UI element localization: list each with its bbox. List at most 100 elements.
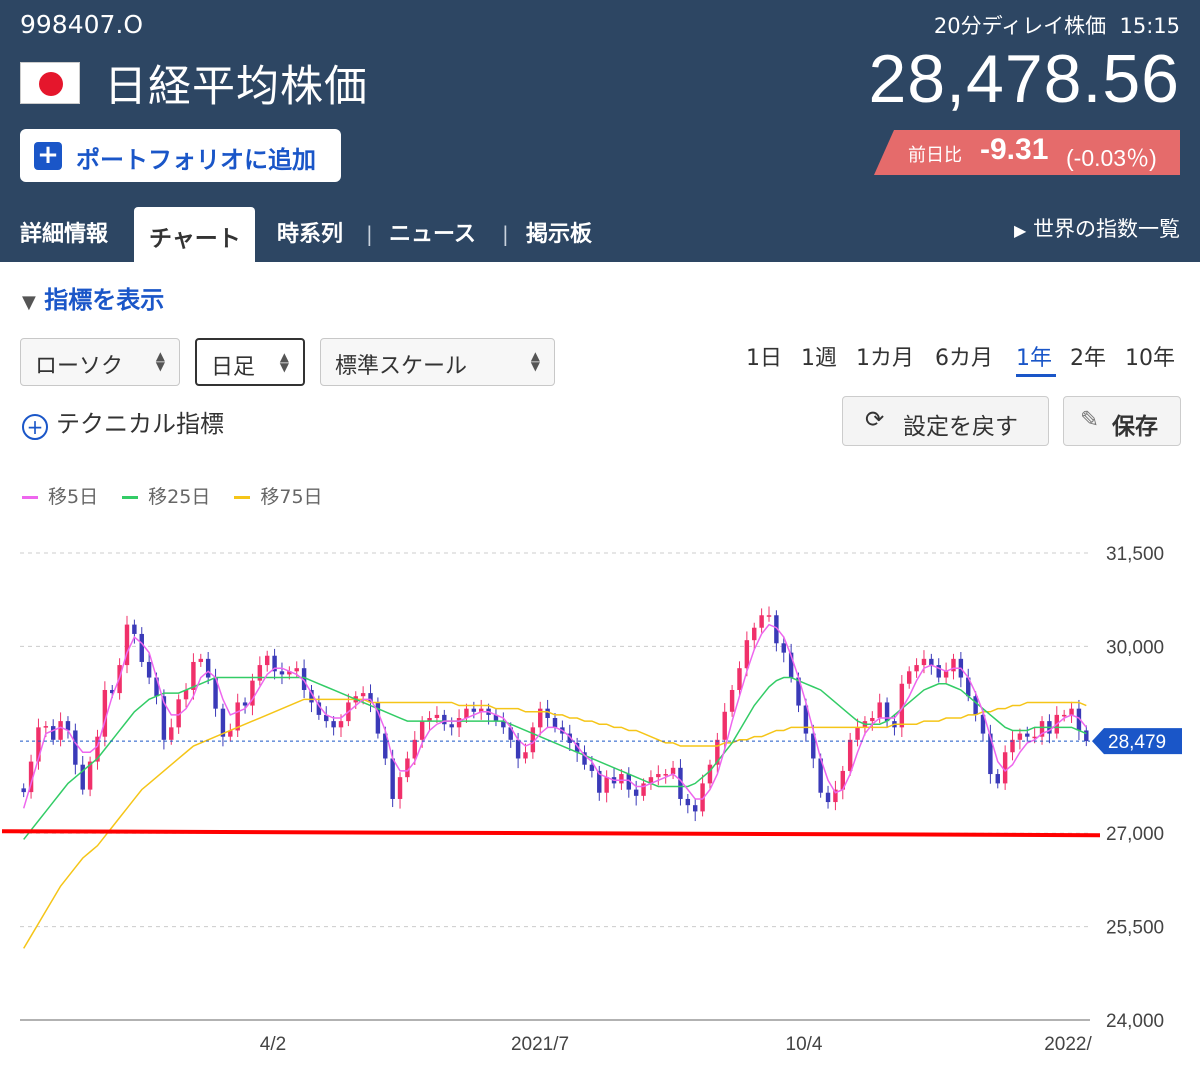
candle-body bbox=[324, 714, 329, 722]
delay-info: 20分ディレイ株価 15:15 bbox=[934, 10, 1180, 40]
price-chart[interactable]: 31,500 30,000 27,000 25,500 24,000 4/2 2021/7 1… bbox=[0, 520, 1200, 1065]
candle-body bbox=[478, 708, 484, 712]
candle-body bbox=[132, 624, 137, 634]
candle-body bbox=[523, 752, 528, 759]
candle-body bbox=[670, 767, 676, 775]
candle-body bbox=[656, 774, 661, 778]
candle-body bbox=[818, 758, 823, 793]
candle-body bbox=[973, 696, 978, 715]
triangle-right-icon: ▶ bbox=[1014, 221, 1027, 240]
candle-body bbox=[1076, 708, 1082, 731]
indicator-toggle[interactable]: ▼ 指標を表示 bbox=[22, 280, 164, 315]
candle-body bbox=[375, 702, 381, 734]
tab-news[interactable]: ニュース bbox=[389, 222, 476, 247]
y-tick-label: 27,000 bbox=[1106, 824, 1164, 845]
range-2y[interactable]: 2年 bbox=[1070, 346, 1106, 371]
range-1m[interactable]: 1カ月 bbox=[856, 346, 914, 371]
x-tick-label: 10/4 bbox=[786, 1034, 823, 1055]
candle-body bbox=[803, 705, 809, 734]
updown-icon: ▲ ▼ bbox=[155, 349, 165, 373]
range-1w[interactable]: 1週 bbox=[801, 346, 837, 371]
candle-body bbox=[471, 708, 477, 712]
y-tick-label: 25,500 bbox=[1106, 918, 1164, 939]
candle-body bbox=[633, 789, 639, 796]
reset-button[interactable]: ⟳ 設定を戻す bbox=[842, 396, 1049, 446]
change-value: -9.31 bbox=[980, 133, 1049, 166]
candle-body bbox=[1010, 739, 1015, 753]
ticker-code: 998407.O bbox=[20, 10, 144, 39]
candle-body bbox=[641, 783, 646, 796]
period-select[interactable]: 日足 ▲ ▼ bbox=[195, 338, 305, 386]
y-tick-label: 24,000 bbox=[1106, 1011, 1164, 1032]
scale-select[interactable]: 標準スケール ▲ ▼ bbox=[320, 338, 555, 386]
range-1d[interactable]: 1日 bbox=[746, 346, 782, 371]
candle-body bbox=[980, 714, 986, 734]
technical-indicator-button[interactable]: + テクニカル指標 bbox=[22, 404, 224, 440]
candle-body bbox=[995, 774, 1000, 784]
candle-body bbox=[235, 702, 240, 731]
candle-body bbox=[707, 764, 713, 784]
candle-body bbox=[412, 739, 418, 759]
candle-body bbox=[943, 671, 949, 678]
candle-body bbox=[220, 708, 226, 737]
candle-body bbox=[279, 671, 285, 675]
candle-body bbox=[619, 774, 624, 784]
tab-divider: | bbox=[502, 222, 509, 246]
triangle-down-icon: ▼ bbox=[22, 292, 36, 313]
tab-board[interactable]: 掲示板 bbox=[526, 222, 593, 247]
candle-body bbox=[781, 643, 786, 653]
candle-body bbox=[434, 714, 440, 719]
ma-legend: 移5日 移25日 移75日 bbox=[22, 482, 341, 509]
candle-body bbox=[840, 770, 846, 790]
candle-body bbox=[397, 777, 403, 799]
tab-details[interactable]: 詳細情報 bbox=[20, 222, 109, 247]
last-price-label: 28,479 bbox=[1108, 732, 1166, 753]
candle-body bbox=[722, 711, 727, 740]
tab-history[interactable]: 時系列 bbox=[277, 222, 344, 247]
plus-circle-icon: + bbox=[22, 414, 48, 440]
chart-type-value: ローソク bbox=[35, 354, 124, 379]
candle-body bbox=[198, 658, 204, 662]
x-tick-label: 2021/7 bbox=[511, 1034, 569, 1055]
paperclip-icon: ✎ bbox=[1080, 407, 1100, 433]
candle-body bbox=[855, 727, 860, 740]
candle-body bbox=[65, 721, 71, 731]
y-tick-label: 31,500 bbox=[1106, 544, 1164, 565]
world-index-link[interactable]: ▶ 世界の指数一覧 bbox=[1014, 213, 1180, 243]
candle-body bbox=[744, 640, 750, 669]
tab-chart[interactable]: チャート bbox=[134, 207, 255, 263]
candle-body bbox=[456, 718, 462, 728]
candle-body bbox=[729, 689, 735, 712]
candle-body bbox=[257, 665, 263, 681]
save-button[interactable]: ✎ 保存 bbox=[1063, 396, 1181, 446]
candle-body bbox=[929, 658, 934, 666]
tab-divider: | bbox=[366, 222, 373, 246]
candle-body bbox=[390, 758, 395, 799]
candle-body bbox=[604, 777, 609, 793]
range-1y[interactable]: 1年 bbox=[1016, 346, 1052, 371]
tab-chart-label: チャート bbox=[149, 226, 241, 252]
candle-body bbox=[936, 665, 941, 678]
updown-icon: ▲ ▼ bbox=[530, 349, 540, 373]
candle-body bbox=[759, 615, 764, 628]
ma75-line bbox=[23, 698, 1087, 949]
add-portfolio-button[interactable]: + ポートフォリオに追加 bbox=[20, 129, 341, 182]
ma5-line bbox=[22, 623, 1087, 809]
candle-body bbox=[294, 668, 299, 672]
candle-body bbox=[988, 733, 993, 775]
candle-body bbox=[213, 677, 218, 709]
candle-body bbox=[50, 726, 56, 740]
index-name: 日経平均株価 bbox=[104, 62, 368, 112]
candle-body bbox=[228, 730, 233, 737]
candle-body bbox=[316, 702, 322, 715]
chart-type-select[interactable]: ローソク ▲ ▼ bbox=[20, 338, 180, 386]
candle-body bbox=[715, 739, 720, 765]
ma25-line bbox=[23, 676, 1087, 840]
candle-body bbox=[1017, 733, 1023, 740]
range-10y[interactable]: 10年 bbox=[1125, 346, 1175, 371]
range-6m[interactable]: 6カ月 bbox=[935, 346, 993, 371]
x-tick-label: 2022/ bbox=[1044, 1034, 1092, 1055]
candle-body bbox=[272, 655, 277, 672]
candle-body bbox=[921, 658, 927, 666]
last-price-badge bbox=[1092, 728, 1182, 755]
